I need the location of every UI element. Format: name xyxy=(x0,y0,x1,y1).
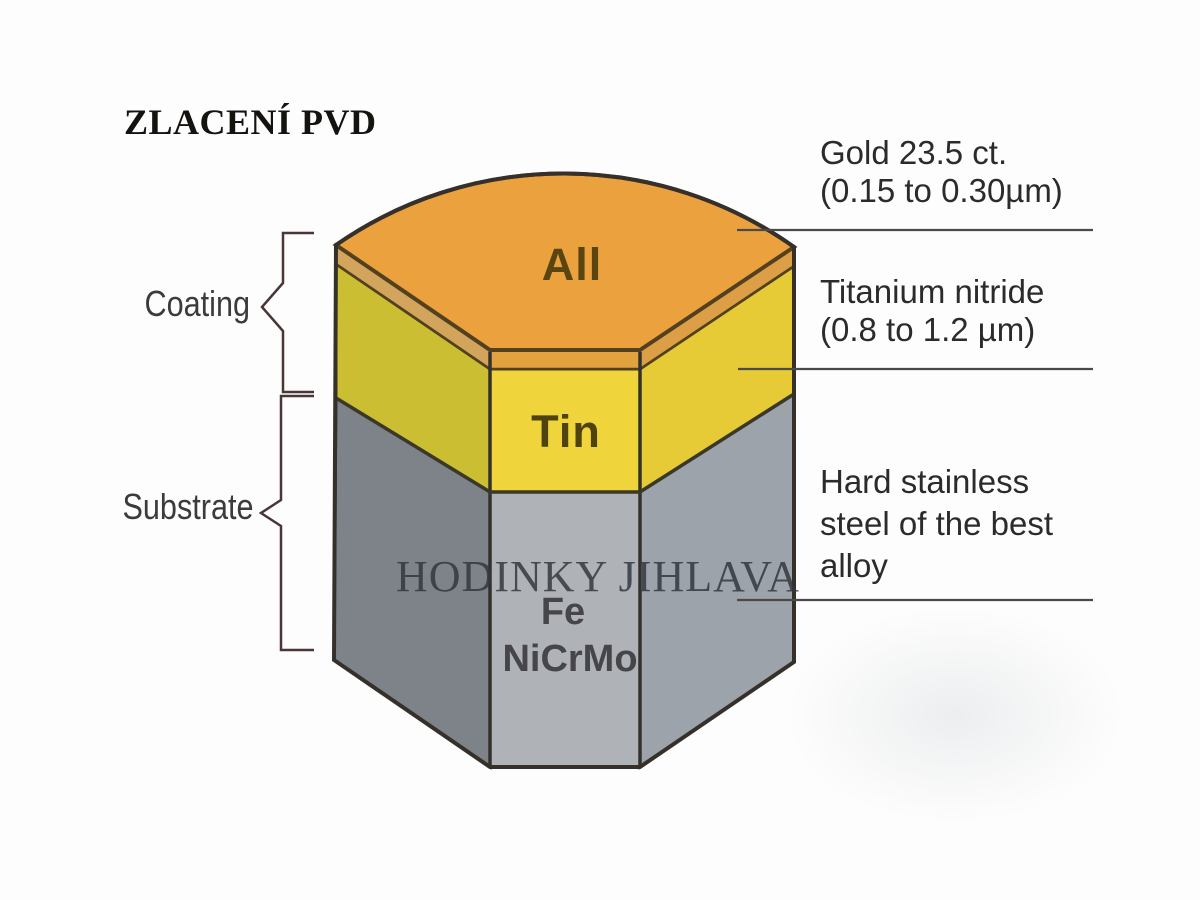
gold-band-front xyxy=(488,348,642,371)
substrate-brace xyxy=(258,394,314,652)
gold-annotation: Gold 23.5 ct. (0.15 to 0.30µm) xyxy=(820,134,1063,210)
coating-brace xyxy=(260,231,314,394)
gold-annotation-line1: Gold 23.5 ct. xyxy=(820,134,1008,171)
titanium-nitride-annotation: Titanium nitride (0.8 to 1.2 µm) xyxy=(820,273,1044,349)
tin-steel-boundary xyxy=(335,392,795,494)
substrate-label: Substrate xyxy=(122,486,254,527)
gold-face-label: All xyxy=(541,239,603,290)
coating-label: Coating xyxy=(144,283,250,324)
page-title: ZLACENÍ PVD xyxy=(124,102,377,142)
gold-annotation-line2: (0.15 to 0.30µm) xyxy=(820,172,1063,209)
titanium-annotation-line1: Titanium nitride xyxy=(820,273,1045,310)
steel-face-label-nicrmo: NiCrMo xyxy=(502,638,638,680)
prism-outline xyxy=(331,171,796,769)
steel-annotation-line1: Hard stainless xyxy=(820,463,1030,500)
scan-noise xyxy=(790,610,1120,820)
titanium-annotation-line2: (0.8 to 1.2 µm) xyxy=(820,311,1036,348)
steel-annotation-line2: steel of the best xyxy=(820,505,1053,542)
prism-vertical-edges xyxy=(488,352,642,767)
watermark-text: HODINKY JIHLAVA xyxy=(396,552,801,601)
steel-face-label-fe: Fe xyxy=(540,591,586,633)
tin-face-label: Tin xyxy=(531,406,601,457)
steel-annotation-line3: alloy xyxy=(820,547,888,584)
steel-annotation: Hard stainless steel of the best alloy xyxy=(820,461,1053,587)
